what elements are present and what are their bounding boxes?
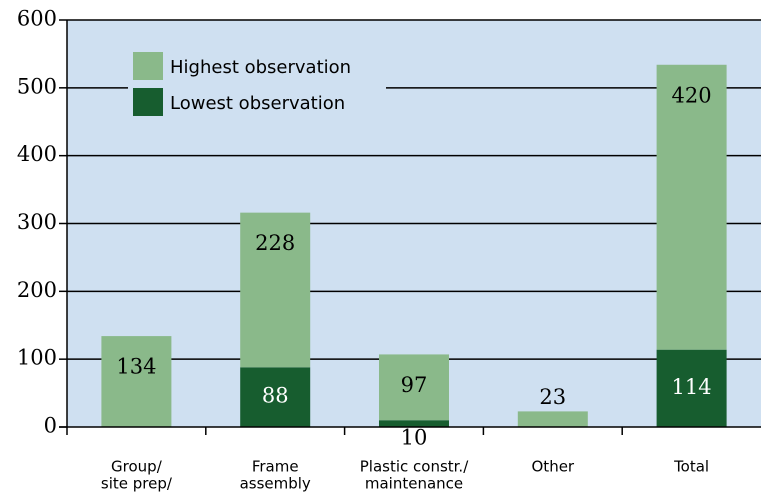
data-label: 228 [255,231,295,255]
x-tick-label: Total [673,458,709,476]
data-label: 23 [539,385,566,409]
bar-segment [517,411,588,427]
data-label: 114 [672,375,712,399]
bar-segment [379,354,449,421]
x-tick-label: Frame [252,458,299,476]
data-label: 134 [116,355,156,379]
x-tick-label: maintenance [365,475,463,493]
legend-swatch [133,88,163,116]
y-tick-label: 200 [17,278,57,302]
bar-segment [656,349,727,427]
y-tick-label: 100 [17,346,57,370]
y-tick-label: 300 [17,210,57,234]
x-tick-label: assembly [240,475,311,493]
data-label: 10 [401,426,428,450]
y-tick-label: 400 [17,142,57,166]
x-tick-label: Other [532,458,575,476]
legend-swatch [133,52,163,80]
x-tick-label: Group/ [111,458,163,476]
y-tick-label: 500 [17,74,57,98]
legend-label: Lowest observation [170,93,345,114]
data-label: 88 [262,384,289,408]
bar-segment [240,212,311,368]
y-tick-label: 600 [17,7,57,31]
bar-segment [240,367,311,427]
bar-segment [656,64,727,350]
x-tick-label: site prep/ [101,475,173,493]
data-label: 420 [672,83,712,107]
bar-segment [379,420,449,427]
data-label: 97 [401,373,428,397]
x-tick-label: Plastic constr./ [360,458,469,476]
bar-segment [101,336,172,427]
y-tick-label: 0 [44,414,57,438]
legend-background [128,46,386,128]
legend-label: Highest observation [170,57,351,78]
